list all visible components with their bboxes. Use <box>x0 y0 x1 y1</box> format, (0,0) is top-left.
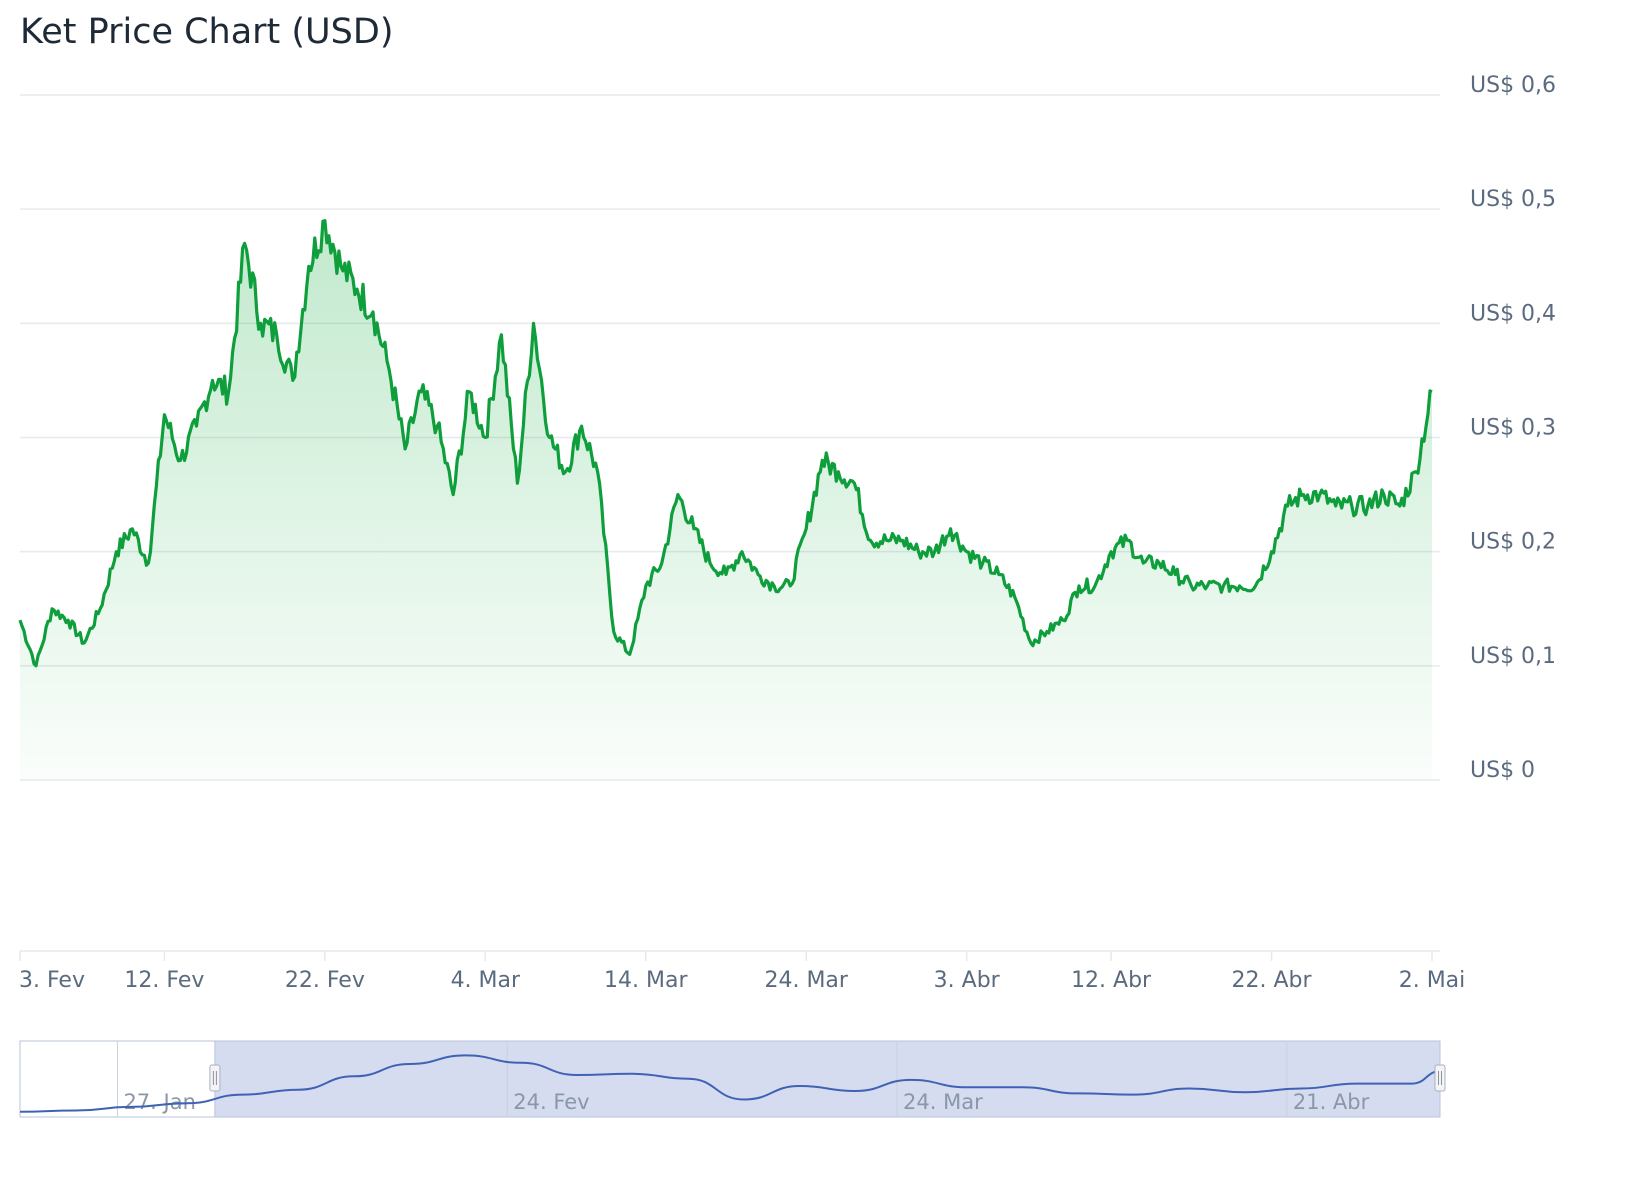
x-tick-label: 12. Fev <box>124 968 204 993</box>
y-tick-label: US$ 0,6 <box>1470 73 1556 98</box>
chart-title: Ket Price Chart (USD) <box>20 12 394 52</box>
y-tick-label: US$ 0,2 <box>1470 530 1556 555</box>
x-tick-label: 22. Abr <box>1232 968 1313 993</box>
navigator-tick-label: 27. Jan <box>123 1090 195 1114</box>
price-series-line[interactable] <box>18 219 1433 668</box>
price-area-fill <box>20 220 1432 781</box>
navigator-handle-right[interactable] <box>1434 1064 1446 1092</box>
navigator-tick-label: 24. Mar <box>903 1090 983 1114</box>
y-axis: US$ 0,6 US$ 0,5 US$ 0,4 US$ 0,3 US$ 0,2 US$ 0… <box>1470 73 1556 783</box>
x-tick-label: 22. Fev <box>285 968 365 993</box>
x-tick-label: 24. Mar <box>764 968 848 993</box>
x-tick-label: 2. Mai <box>1399 968 1466 993</box>
x-tick-label: 3. Fev <box>19 968 85 993</box>
navigator-selection[interactable] <box>214 1040 1441 1118</box>
plot-area[interactable] <box>18 219 1433 781</box>
y-tick-label: US$ 0,4 <box>1470 301 1556 326</box>
navigator-tick-label: 24. Fev <box>513 1090 589 1114</box>
x-axis: 3. Fev 12. Fev 22. Fev 4. Mar 14. Mar 24. Mar… <box>19 950 1466 993</box>
x-tick-label: 3. Abr <box>934 968 1001 993</box>
x-tick-label: 4. Mar <box>451 968 521 993</box>
navigator-series-line <box>19 1054 1441 1113</box>
y-tick-label: US$ 0 <box>1470 758 1535 783</box>
x-tick-label: 12. Abr <box>1071 968 1152 993</box>
navigator[interactable]: 27. Jan 24. Fev 24. Mar 21. Abr <box>19 1040 1446 1118</box>
navigator-tick-label: 21. Abr <box>1293 1090 1370 1114</box>
x-tick-label: 14. Mar <box>604 968 688 993</box>
y-tick-label: US$ 0,5 <box>1470 187 1556 212</box>
y-tick-label: US$ 0,1 <box>1470 644 1556 669</box>
navigator-handle-left[interactable] <box>209 1064 221 1092</box>
y-tick-label: US$ 0,3 <box>1470 416 1556 441</box>
